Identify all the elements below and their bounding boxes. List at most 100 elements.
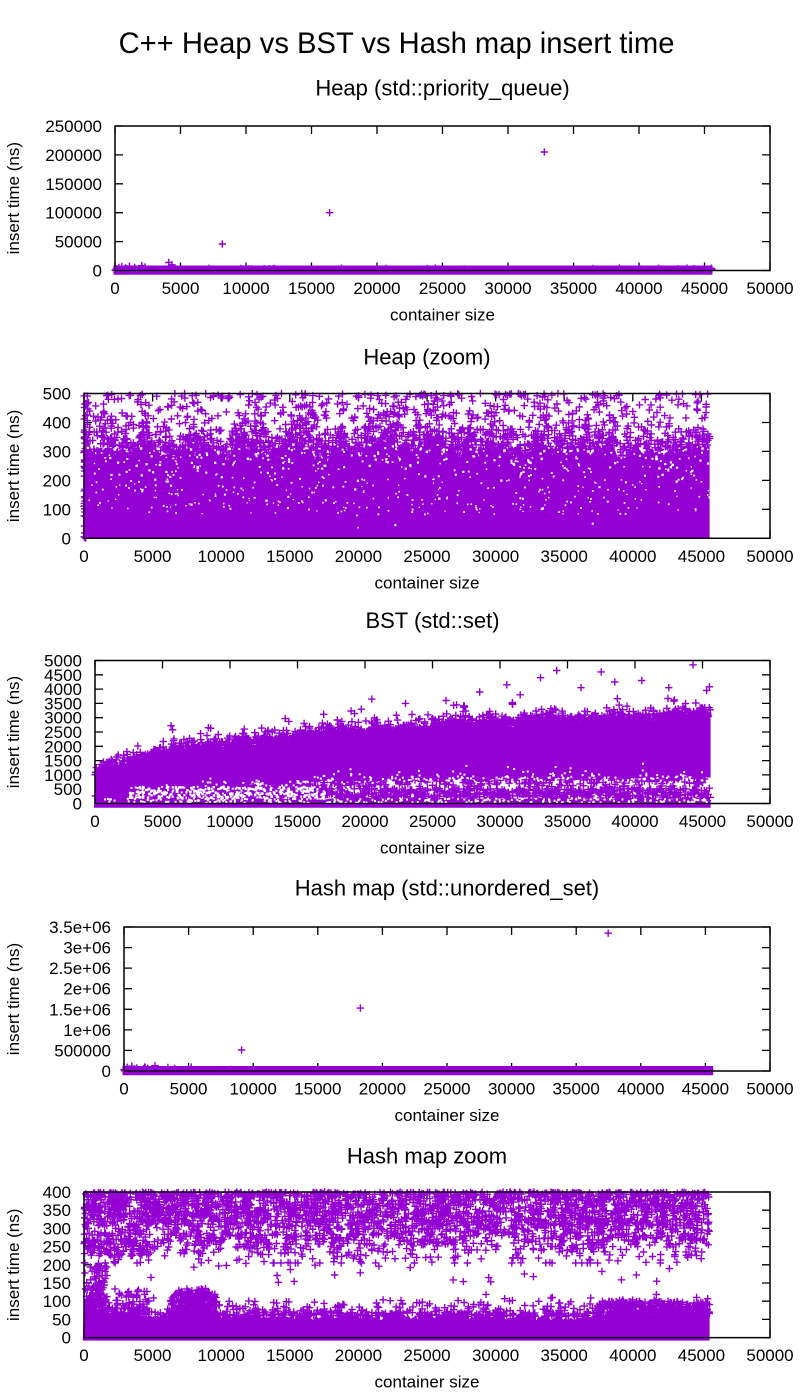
svg-text:Hash map zoom: Hash map zoom [347,1144,507,1169]
svg-text:20000: 20000 [341,812,388,831]
svg-text:300: 300 [43,1219,71,1238]
svg-text:insert time (ns): insert time (ns) [4,410,23,522]
svg-text:20000: 20000 [335,1346,382,1365]
svg-text:2.5e+06: 2.5e+06 [49,959,111,978]
svg-text:2000: 2000 [44,737,82,756]
svg-text:100: 100 [43,500,71,519]
svg-text:25000: 25000 [403,547,450,566]
svg-text:insert time (ns): insert time (ns) [4,676,23,788]
svg-text:500000: 500000 [54,1041,111,1060]
svg-text:3.5e+06: 3.5e+06 [49,918,111,937]
svg-text:3000: 3000 [44,709,82,728]
svg-text:250000: 250000 [45,117,102,136]
svg-text:45000: 45000 [679,812,726,831]
svg-text:20000: 20000 [335,547,382,566]
svg-text:30000: 30000 [472,1346,519,1365]
svg-text:40000: 40000 [615,279,662,298]
svg-text:45000: 45000 [678,1346,725,1365]
svg-text:0: 0 [62,529,71,548]
svg-text:50000: 50000 [746,812,793,831]
svg-text:5000: 5000 [134,547,172,566]
svg-text:40000: 40000 [617,1080,664,1099]
svg-text:3e+06: 3e+06 [63,939,111,958]
svg-text:45000: 45000 [681,279,728,298]
svg-text:50000: 50000 [746,547,793,566]
svg-text:100: 100 [43,1292,71,1311]
svg-text:400: 400 [43,414,71,433]
svg-text:1000: 1000 [44,766,82,785]
svg-text:30000: 30000 [472,547,519,566]
svg-text:25000: 25000 [409,812,456,831]
svg-text:container size: container size [380,839,485,858]
svg-text:200000: 200000 [45,146,102,165]
svg-text:20000: 20000 [353,279,400,298]
svg-text:200: 200 [43,471,71,490]
svg-text:50000: 50000 [746,1080,793,1099]
svg-text:10000: 10000 [230,1080,277,1099]
svg-text:150: 150 [43,1274,71,1293]
svg-text:Heap (zoom): Heap (zoom) [363,345,490,370]
svg-text:5000: 5000 [44,652,82,671]
svg-text:350: 350 [43,1201,71,1220]
svg-text:250: 250 [43,1238,71,1257]
svg-text:15000: 15000 [266,547,313,566]
svg-text:insert time (ns): insert time (ns) [4,943,23,1055]
svg-text:4000: 4000 [44,680,82,699]
svg-text:container size: container size [395,1106,500,1125]
svg-text:0: 0 [79,547,88,566]
svg-text:5000: 5000 [134,1346,172,1365]
svg-text:insert time (ns): insert time (ns) [4,142,23,254]
svg-text:container size: container size [375,1373,480,1392]
svg-text:1e+06: 1e+06 [63,1021,111,1040]
svg-text:45000: 45000 [682,1080,729,1099]
svg-text:30000: 30000 [484,279,531,298]
svg-text:40000: 40000 [609,547,656,566]
svg-text:3500: 3500 [44,694,82,713]
svg-text:20000: 20000 [359,1080,406,1099]
svg-text:15000: 15000 [274,812,321,831]
svg-text:15000: 15000 [294,1080,341,1099]
svg-text:35000: 35000 [541,1346,588,1365]
svg-text:10000: 10000 [198,547,245,566]
svg-text:container size: container size [375,573,480,592]
svg-text:50: 50 [52,1310,71,1329]
svg-text:0: 0 [62,1329,71,1348]
svg-text:2e+06: 2e+06 [63,980,111,999]
svg-text:5000: 5000 [162,279,200,298]
svg-text:35000: 35000 [550,279,597,298]
svg-text:Heap (std::priority_queue): Heap (std::priority_queue) [315,76,569,101]
svg-text:10000: 10000 [222,279,269,298]
svg-text:0: 0 [79,1346,88,1365]
svg-text:150000: 150000 [45,175,102,194]
svg-text:BST (std::set): BST (std::set) [365,608,499,633]
svg-text:40000: 40000 [609,1346,656,1365]
svg-text:insert time (ns): insert time (ns) [4,1209,23,1321]
svg-text:2500: 2500 [44,723,82,742]
svg-text:25000: 25000 [423,1080,470,1099]
svg-text:50000: 50000 [55,233,102,252]
svg-text:1500: 1500 [44,752,82,771]
svg-text:30000: 30000 [488,1080,535,1099]
svg-text:0: 0 [93,262,102,281]
svg-text:35000: 35000 [541,547,588,566]
svg-text:100000: 100000 [45,204,102,223]
svg-text:5000: 5000 [170,1080,208,1099]
svg-text:0: 0 [110,279,119,298]
svg-text:0: 0 [102,1062,111,1081]
svg-text:300: 300 [43,442,71,461]
svg-text:C++ Heap vs BST vs Hash map in: C++ Heap vs BST vs Hash map insert time [119,28,675,60]
svg-text:200: 200 [43,1256,71,1275]
svg-text:1.5e+06: 1.5e+06 [49,1000,111,1019]
svg-text:5000: 5000 [144,812,182,831]
svg-text:40000: 40000 [611,812,658,831]
svg-text:4500: 4500 [44,666,82,685]
svg-text:30000: 30000 [476,812,523,831]
svg-text:0: 0 [73,795,82,814]
svg-text:45000: 45000 [678,547,725,566]
svg-text:Hash map (std::unordered_set): Hash map (std::unordered_set) [295,876,600,901]
svg-text:500: 500 [54,780,82,799]
svg-text:15000: 15000 [288,279,335,298]
svg-text:10000: 10000 [206,812,253,831]
svg-text:0: 0 [119,1080,128,1099]
svg-text:15000: 15000 [266,1346,313,1365]
